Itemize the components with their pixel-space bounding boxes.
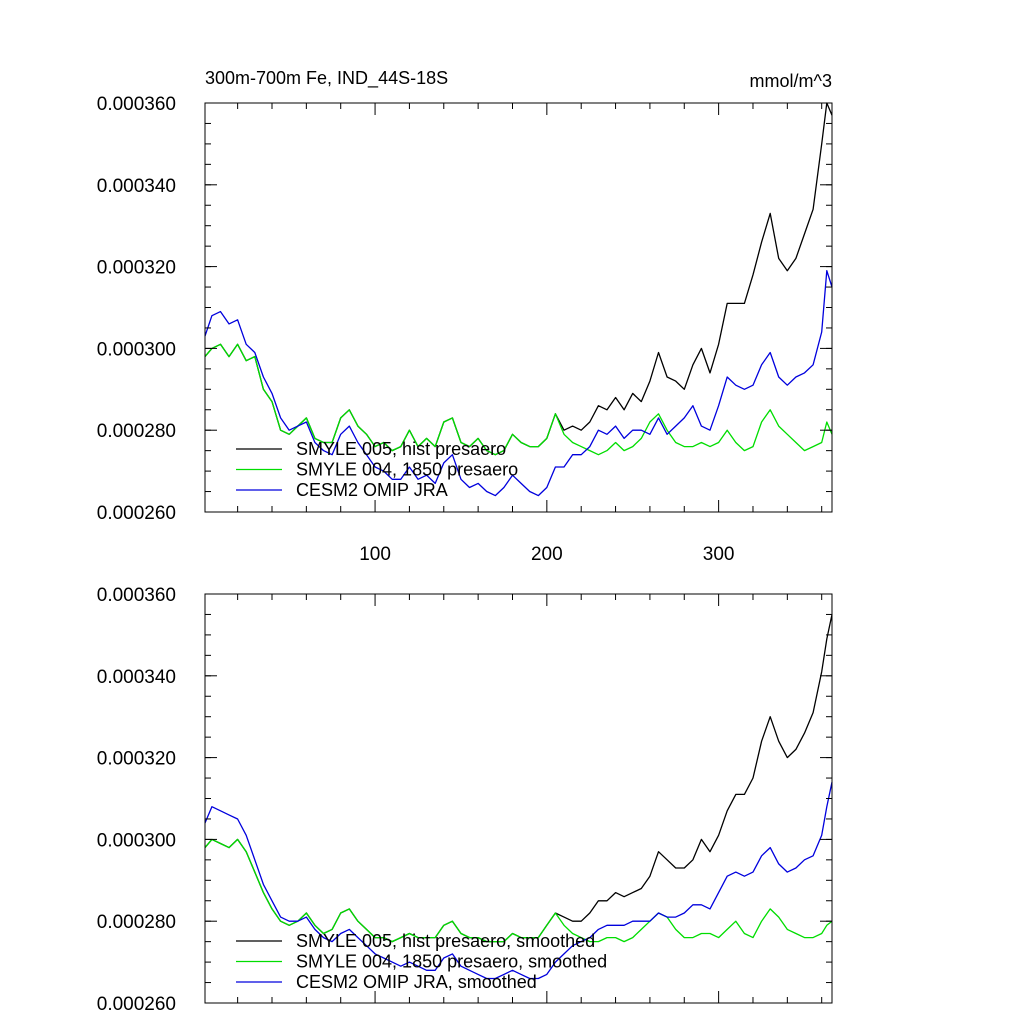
bottom-y-tick-label: 0.000300	[97, 830, 176, 851]
bottom-y-tick-label: 0.000340	[97, 667, 176, 688]
top-legend-label-1: SMYLE 004, 1850 presaero	[296, 460, 518, 480]
top-series-line-1	[204, 343, 833, 456]
top-y-tick-label: 0.000300	[97, 339, 176, 360]
bottom-y-tick-label: 0.000360	[97, 585, 176, 606]
top-y-tick-label: 0.000320	[97, 258, 176, 279]
top-y-tick-label: 0.000260	[97, 503, 176, 524]
top-legend-label-0: SMYLE 005, hist presaero	[296, 439, 506, 459]
top-panel-units: mmol/m^3	[750, 71, 832, 91]
top-panel-title: 300m-700m Fe, IND_44S-18S	[205, 68, 448, 89]
top-x-tick-label: 200	[531, 544, 563, 565]
bottom-legend-label-1: SMYLE 004, 1850 presaero, smoothed	[296, 952, 607, 972]
top-series-line-2	[204, 270, 833, 497]
bottom-series-line-1	[204, 838, 833, 943]
bottom-panel: 0.000260 0.000280 0.000300 0.000320 0.000340…	[97, 585, 833, 1015]
top-y-tick-label: 0.000280	[97, 421, 176, 442]
top-y-tick-label: 0.000360	[97, 94, 176, 115]
bottom-y-tick-label: 0.000280	[97, 912, 176, 933]
bottom-series-line-2	[204, 781, 833, 980]
bottom-legend-label-2: CESM2 OMIP JRA, smoothed	[296, 972, 537, 992]
top-panel: 300m-700m Fe, IND_44S-18S mmol/m^3 0.000…	[97, 68, 833, 565]
bottom-y-tick-label: 0.000320	[97, 749, 176, 770]
top-legend-label-2: CESM2 OMIP JRA	[296, 480, 448, 500]
top-x-tick-label: 100	[359, 544, 391, 565]
top-x-tick-label: 300	[703, 544, 735, 565]
bottom-legend-label-0: SMYLE 005, hist presaero, smoothed	[296, 931, 595, 951]
bottom-y-tick-label: 0.000260	[97, 994, 176, 1015]
top-y-tick-label: 0.000340	[97, 176, 176, 197]
